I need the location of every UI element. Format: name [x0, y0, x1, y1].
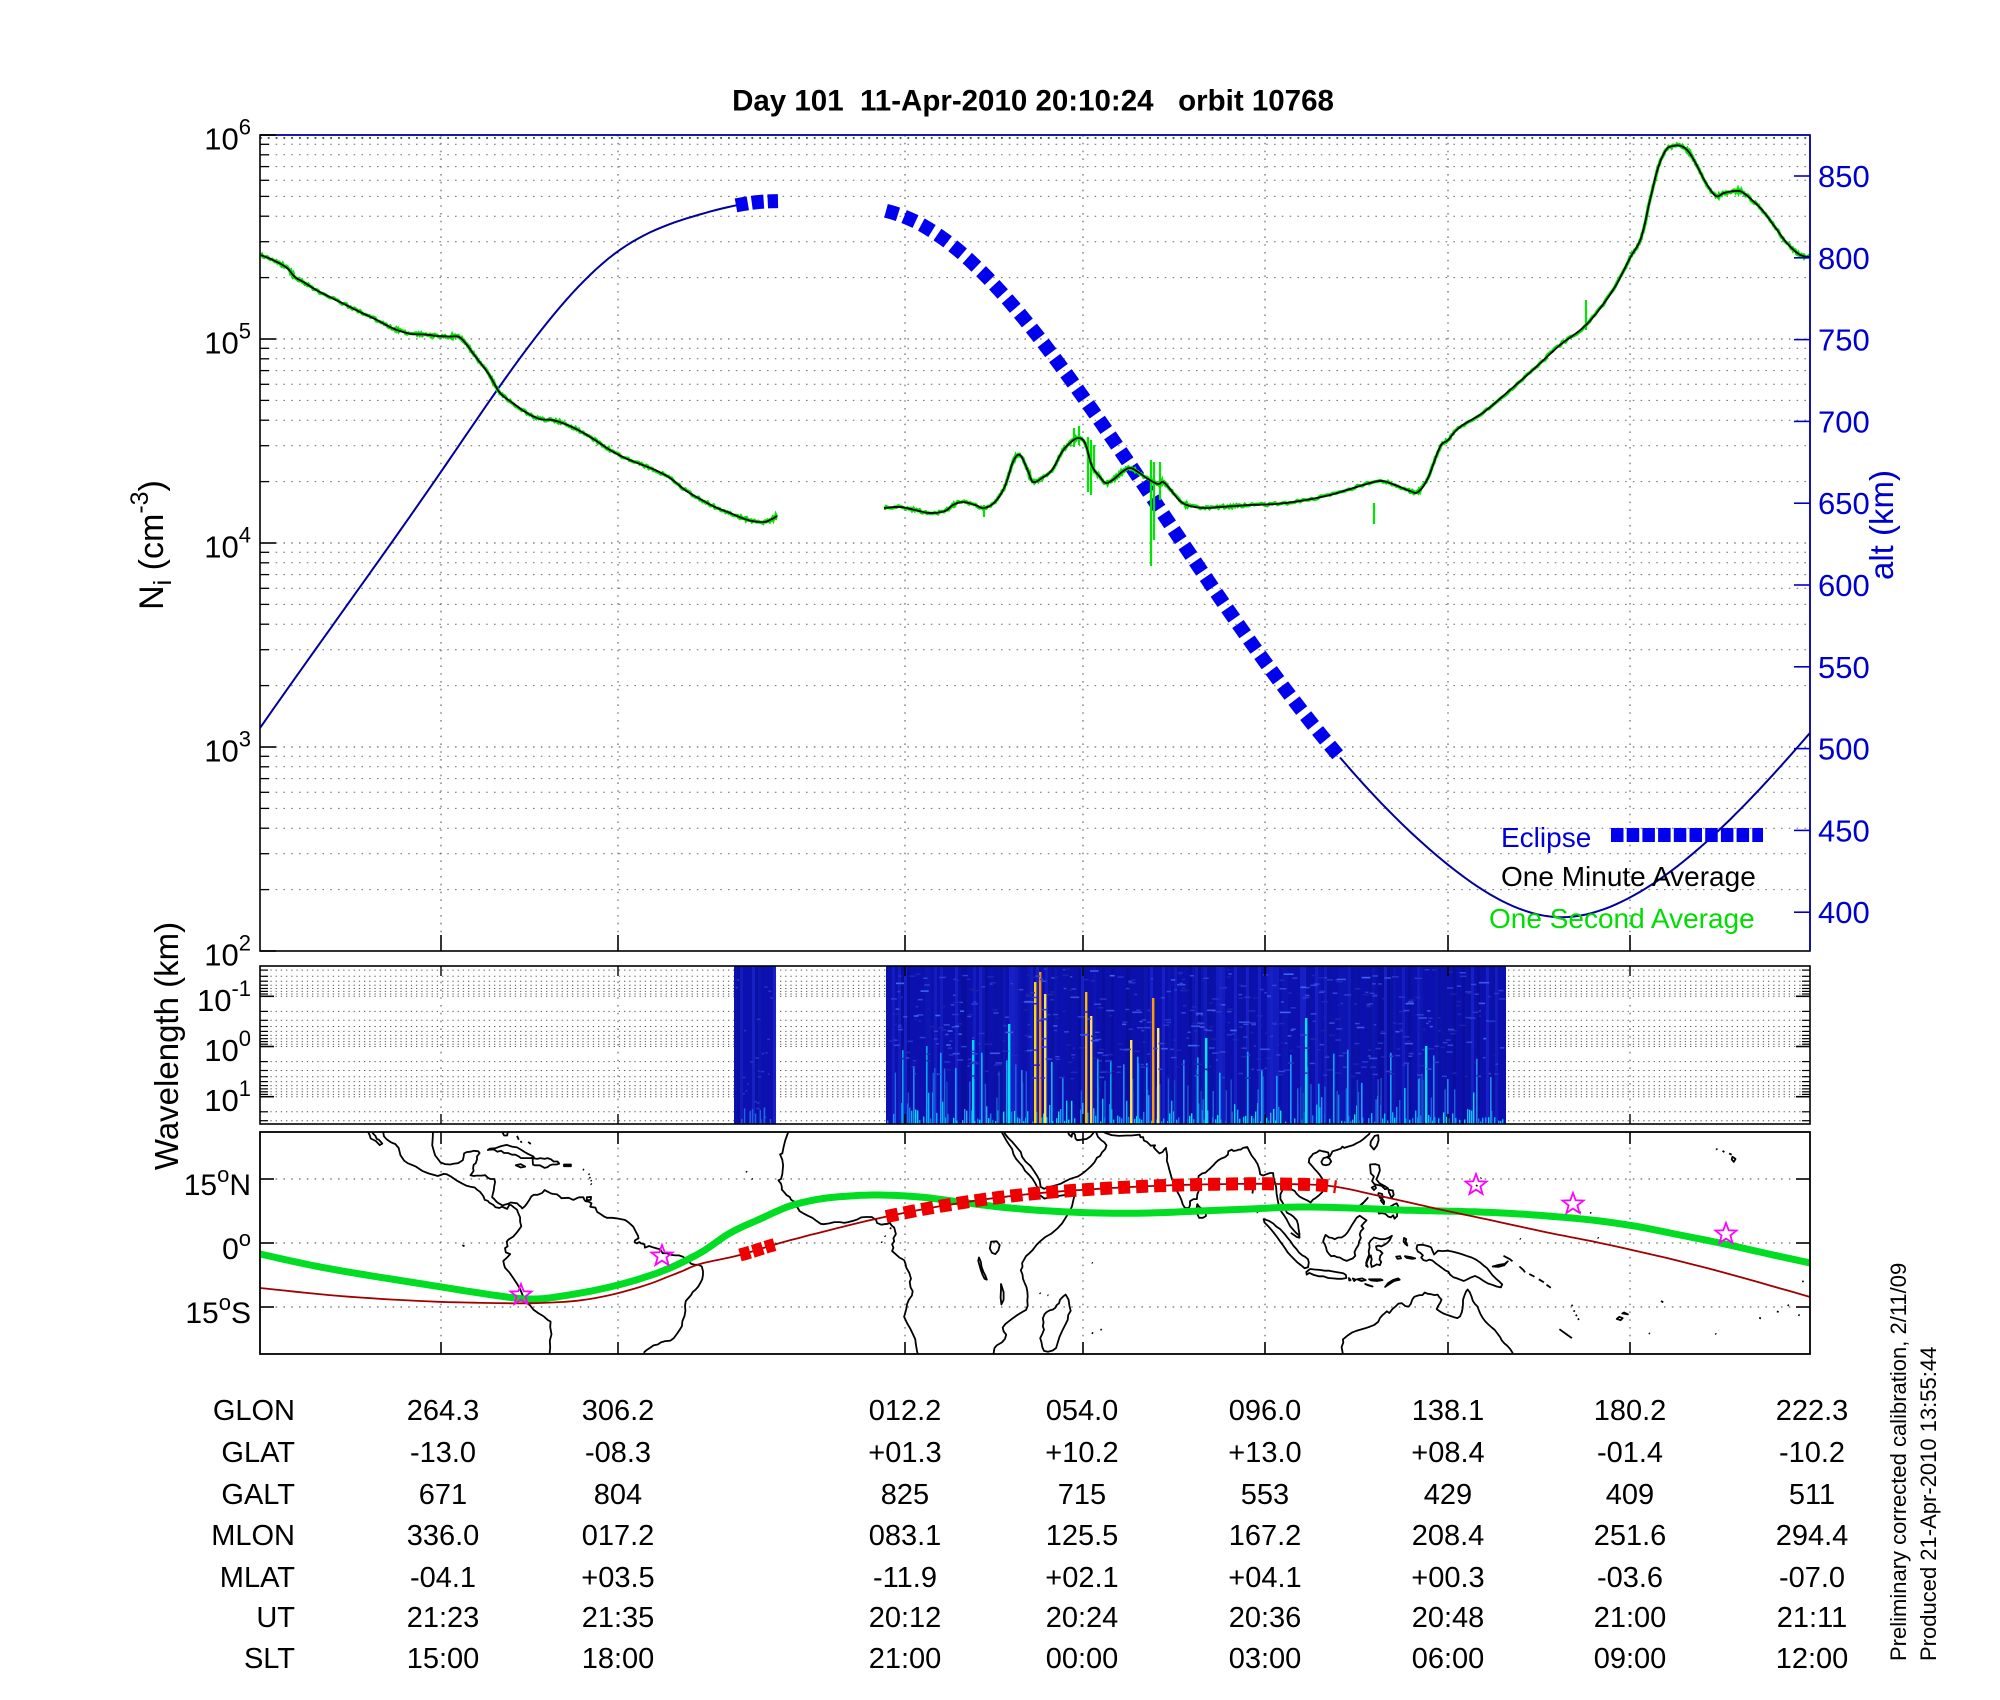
svg-text:012.2: 012.2	[869, 1395, 942, 1427]
svg-text:One Second Average: One Second Average	[1489, 903, 1755, 934]
svg-text:102: 102	[204, 931, 251, 973]
svg-text:101: 101	[204, 1076, 251, 1118]
svg-text:-03.6: -03.6	[1597, 1562, 1663, 1594]
svg-text:20:36: 20:36	[1229, 1602, 1302, 1634]
svg-text:15oS: 15oS	[185, 1290, 251, 1330]
svg-text:-10.2: -10.2	[1779, 1437, 1845, 1469]
svg-text:167.2: 167.2	[1229, 1520, 1302, 1552]
svg-text:+08.4: +08.4	[1411, 1437, 1484, 1469]
svg-text:294.4: 294.4	[1776, 1520, 1849, 1552]
svg-text:804: 804	[594, 1479, 642, 1511]
svg-text:180.2: 180.2	[1594, 1395, 1667, 1427]
svg-text:Ni (cm-3): Ni (cm-3)	[126, 480, 177, 610]
svg-text:450: 450	[1818, 813, 1870, 848]
svg-text:03:00: 03:00	[1229, 1643, 1302, 1675]
svg-text:825: 825	[881, 1479, 929, 1511]
svg-text:One Minute Average: One Minute Average	[1501, 861, 1756, 892]
svg-text:+02.1: +02.1	[1045, 1562, 1118, 1594]
svg-text:-07.0: -07.0	[1779, 1562, 1845, 1594]
svg-text:+13.0: +13.0	[1228, 1437, 1301, 1469]
svg-text:+04.1: +04.1	[1228, 1562, 1301, 1594]
svg-text:222.3: 222.3	[1776, 1395, 1849, 1427]
svg-text:104: 104	[204, 523, 251, 565]
svg-text:+00.3: +00.3	[1411, 1562, 1484, 1594]
svg-text:103: 103	[204, 727, 251, 769]
svg-text:+10.2: +10.2	[1045, 1437, 1118, 1469]
svg-text:UT: UT	[256, 1602, 295, 1634]
svg-text:10-1: 10-1	[197, 976, 251, 1018]
svg-text:20:24: 20:24	[1046, 1602, 1119, 1634]
svg-text:800: 800	[1818, 241, 1870, 276]
svg-text:Eclipse: Eclipse	[1501, 822, 1591, 853]
svg-text:264.3: 264.3	[407, 1395, 480, 1427]
svg-text:MLON: MLON	[211, 1520, 295, 1552]
svg-text:054.0: 054.0	[1046, 1395, 1119, 1427]
svg-text:-04.1: -04.1	[410, 1562, 476, 1594]
svg-text:750: 750	[1818, 323, 1870, 358]
svg-text:650: 650	[1818, 486, 1870, 521]
svg-text:GLAT: GLAT	[221, 1437, 295, 1469]
svg-text:336.0: 336.0	[407, 1520, 480, 1552]
svg-text:21:00: 21:00	[1594, 1602, 1667, 1634]
svg-text:SLT: SLT	[244, 1643, 295, 1675]
svg-text:400: 400	[1818, 895, 1870, 930]
svg-text:Day 101 11-Apr-2010 20:10:24: Day 101 11-Apr-2010 20:10:24 orbit 10768	[732, 85, 1334, 118]
svg-text:GALT: GALT	[221, 1479, 295, 1511]
svg-text:429: 429	[1424, 1479, 1472, 1511]
svg-text:Preliminary corrected calibrat: Preliminary corrected calibration, 2/11/…	[1886, 1263, 1911, 1661]
svg-text:500: 500	[1818, 732, 1870, 767]
svg-text:715: 715	[1058, 1479, 1106, 1511]
svg-text:-13.0: -13.0	[410, 1437, 476, 1469]
svg-text:GLON: GLON	[213, 1395, 295, 1427]
svg-text:20:48: 20:48	[1412, 1602, 1485, 1634]
svg-text:21:11: 21:11	[1777, 1602, 1847, 1634]
svg-text:18:00: 18:00	[582, 1643, 655, 1675]
svg-text:251.6: 251.6	[1594, 1520, 1667, 1552]
svg-text:306.2: 306.2	[582, 1395, 655, 1427]
svg-text:MLAT: MLAT	[220, 1562, 295, 1594]
svg-text:105: 105	[204, 319, 251, 361]
svg-text:21:23: 21:23	[407, 1602, 480, 1634]
svg-text:alt (km): alt (km)	[1863, 470, 1900, 580]
svg-text:671: 671	[419, 1479, 467, 1511]
svg-text:700: 700	[1818, 404, 1870, 439]
svg-text:-11.9: -11.9	[873, 1562, 937, 1594]
svg-text:-01.4: -01.4	[1597, 1437, 1663, 1469]
svg-text:Wavelength (km): Wavelength (km)	[148, 922, 185, 1170]
svg-text:21:35: 21:35	[582, 1602, 655, 1634]
svg-text:125.5: 125.5	[1046, 1520, 1119, 1552]
svg-text:09:00: 09:00	[1594, 1643, 1667, 1675]
svg-text:106: 106	[204, 115, 251, 157]
svg-text:-08.3: -08.3	[585, 1437, 651, 1469]
svg-text:850: 850	[1818, 159, 1870, 194]
svg-text:100: 100	[204, 1026, 251, 1068]
svg-text:138.1: 138.1	[1412, 1395, 1485, 1427]
svg-text:20:12: 20:12	[869, 1602, 942, 1634]
svg-text:15:00: 15:00	[407, 1643, 480, 1675]
svg-text:Produced 21-Apr-2010 13:55:44: Produced 21-Apr-2010 13:55:44	[1916, 1347, 1941, 1661]
svg-text:00:00: 00:00	[1046, 1643, 1119, 1675]
svg-text:553: 553	[1241, 1479, 1289, 1511]
svg-text:511: 511	[1789, 1479, 1835, 1511]
svg-text:096.0: 096.0	[1229, 1395, 1302, 1427]
svg-text:208.4: 208.4	[1412, 1520, 1485, 1552]
svg-text:600: 600	[1818, 568, 1870, 603]
svg-text:409: 409	[1606, 1479, 1654, 1511]
svg-text:06:00: 06:00	[1412, 1643, 1485, 1675]
svg-text:12:00: 12:00	[1776, 1643, 1849, 1675]
svg-text:017.2: 017.2	[582, 1520, 655, 1552]
svg-text:+03.5: +03.5	[581, 1562, 654, 1594]
svg-text:550: 550	[1818, 650, 1870, 685]
svg-text:+01.3: +01.3	[868, 1437, 941, 1469]
svg-text:083.1: 083.1	[869, 1520, 942, 1552]
svg-text:21:00: 21:00	[869, 1643, 942, 1675]
